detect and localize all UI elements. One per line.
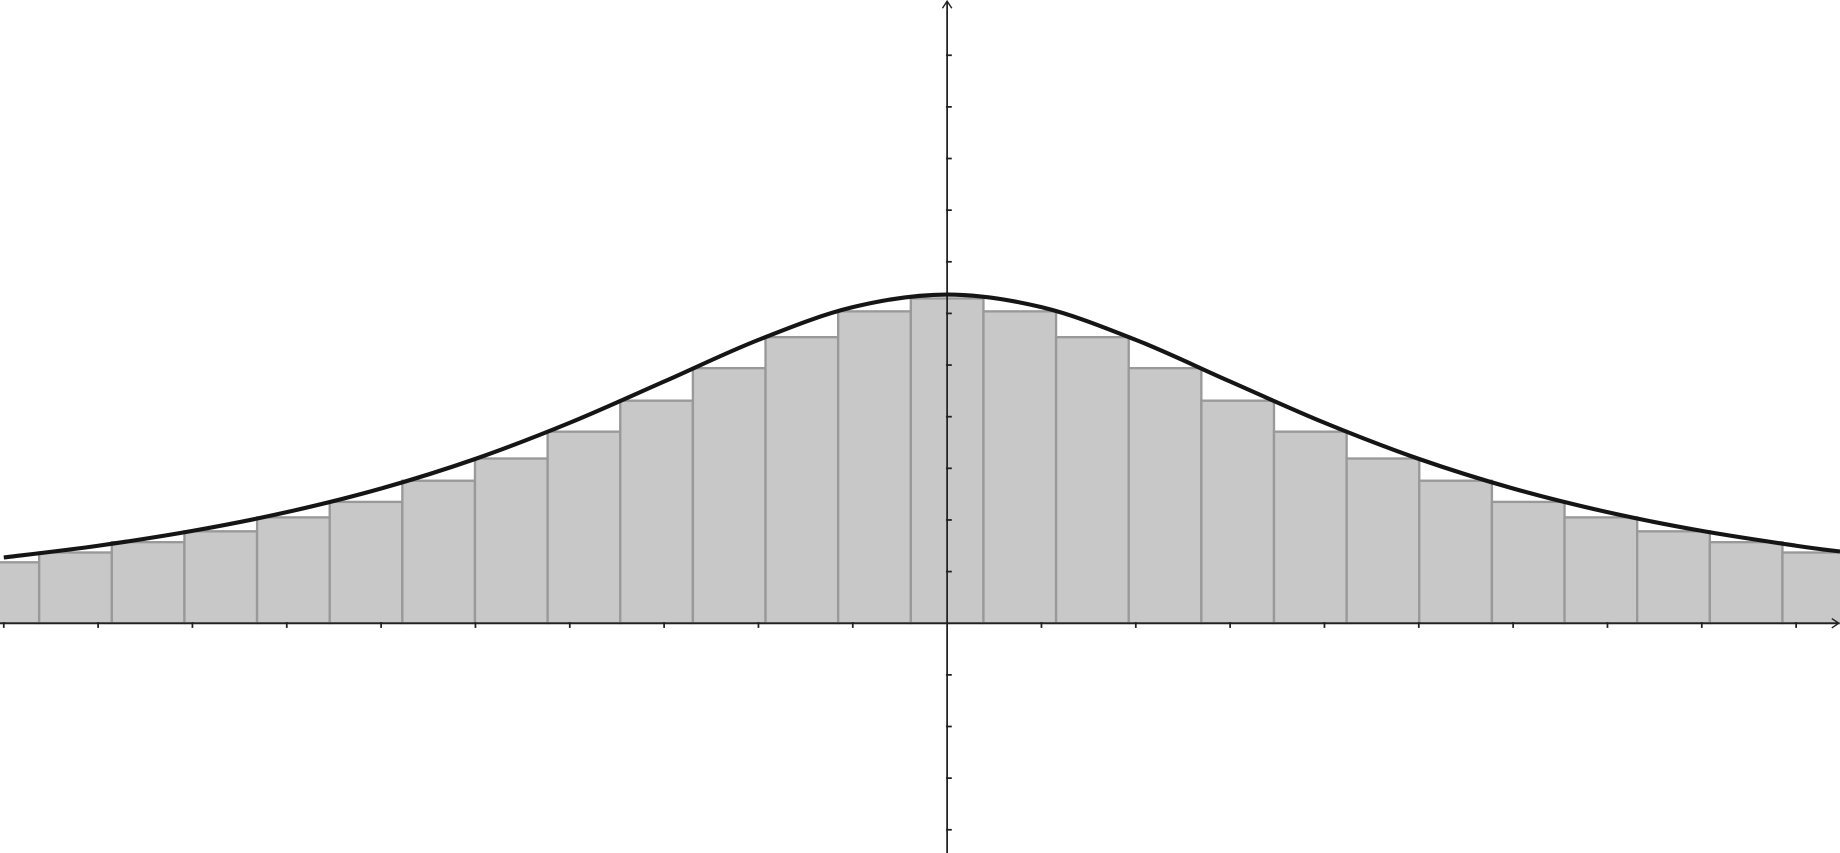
bar <box>1345 457 1421 625</box>
bar <box>1708 540 1784 625</box>
bar <box>328 500 404 625</box>
bar <box>836 310 912 625</box>
bar <box>982 310 1058 625</box>
bar <box>401 479 477 625</box>
bar <box>1418 479 1494 625</box>
bar <box>473 457 549 625</box>
bar <box>546 430 622 625</box>
bar <box>255 516 331 625</box>
curve <box>3 292 1840 560</box>
bar <box>764 335 840 625</box>
bar <box>110 540 186 625</box>
bar <box>183 530 259 625</box>
bar <box>619 399 695 625</box>
bar <box>0 561 41 625</box>
bar <box>1272 430 1348 625</box>
x-axis-arrow <box>1831 617 1840 629</box>
bar <box>1636 530 1711 625</box>
y-axis-arrow <box>941 0 953 9</box>
bar <box>691 366 767 625</box>
bar <box>1563 516 1639 625</box>
bar <box>37 551 113 625</box>
bars <box>0 297 1840 625</box>
bar <box>1054 335 1130 625</box>
bar <box>1781 551 1840 625</box>
bar <box>1127 366 1203 625</box>
bar <box>1200 399 1276 625</box>
curve-layer <box>3 292 1840 560</box>
bar <box>1490 500 1566 625</box>
